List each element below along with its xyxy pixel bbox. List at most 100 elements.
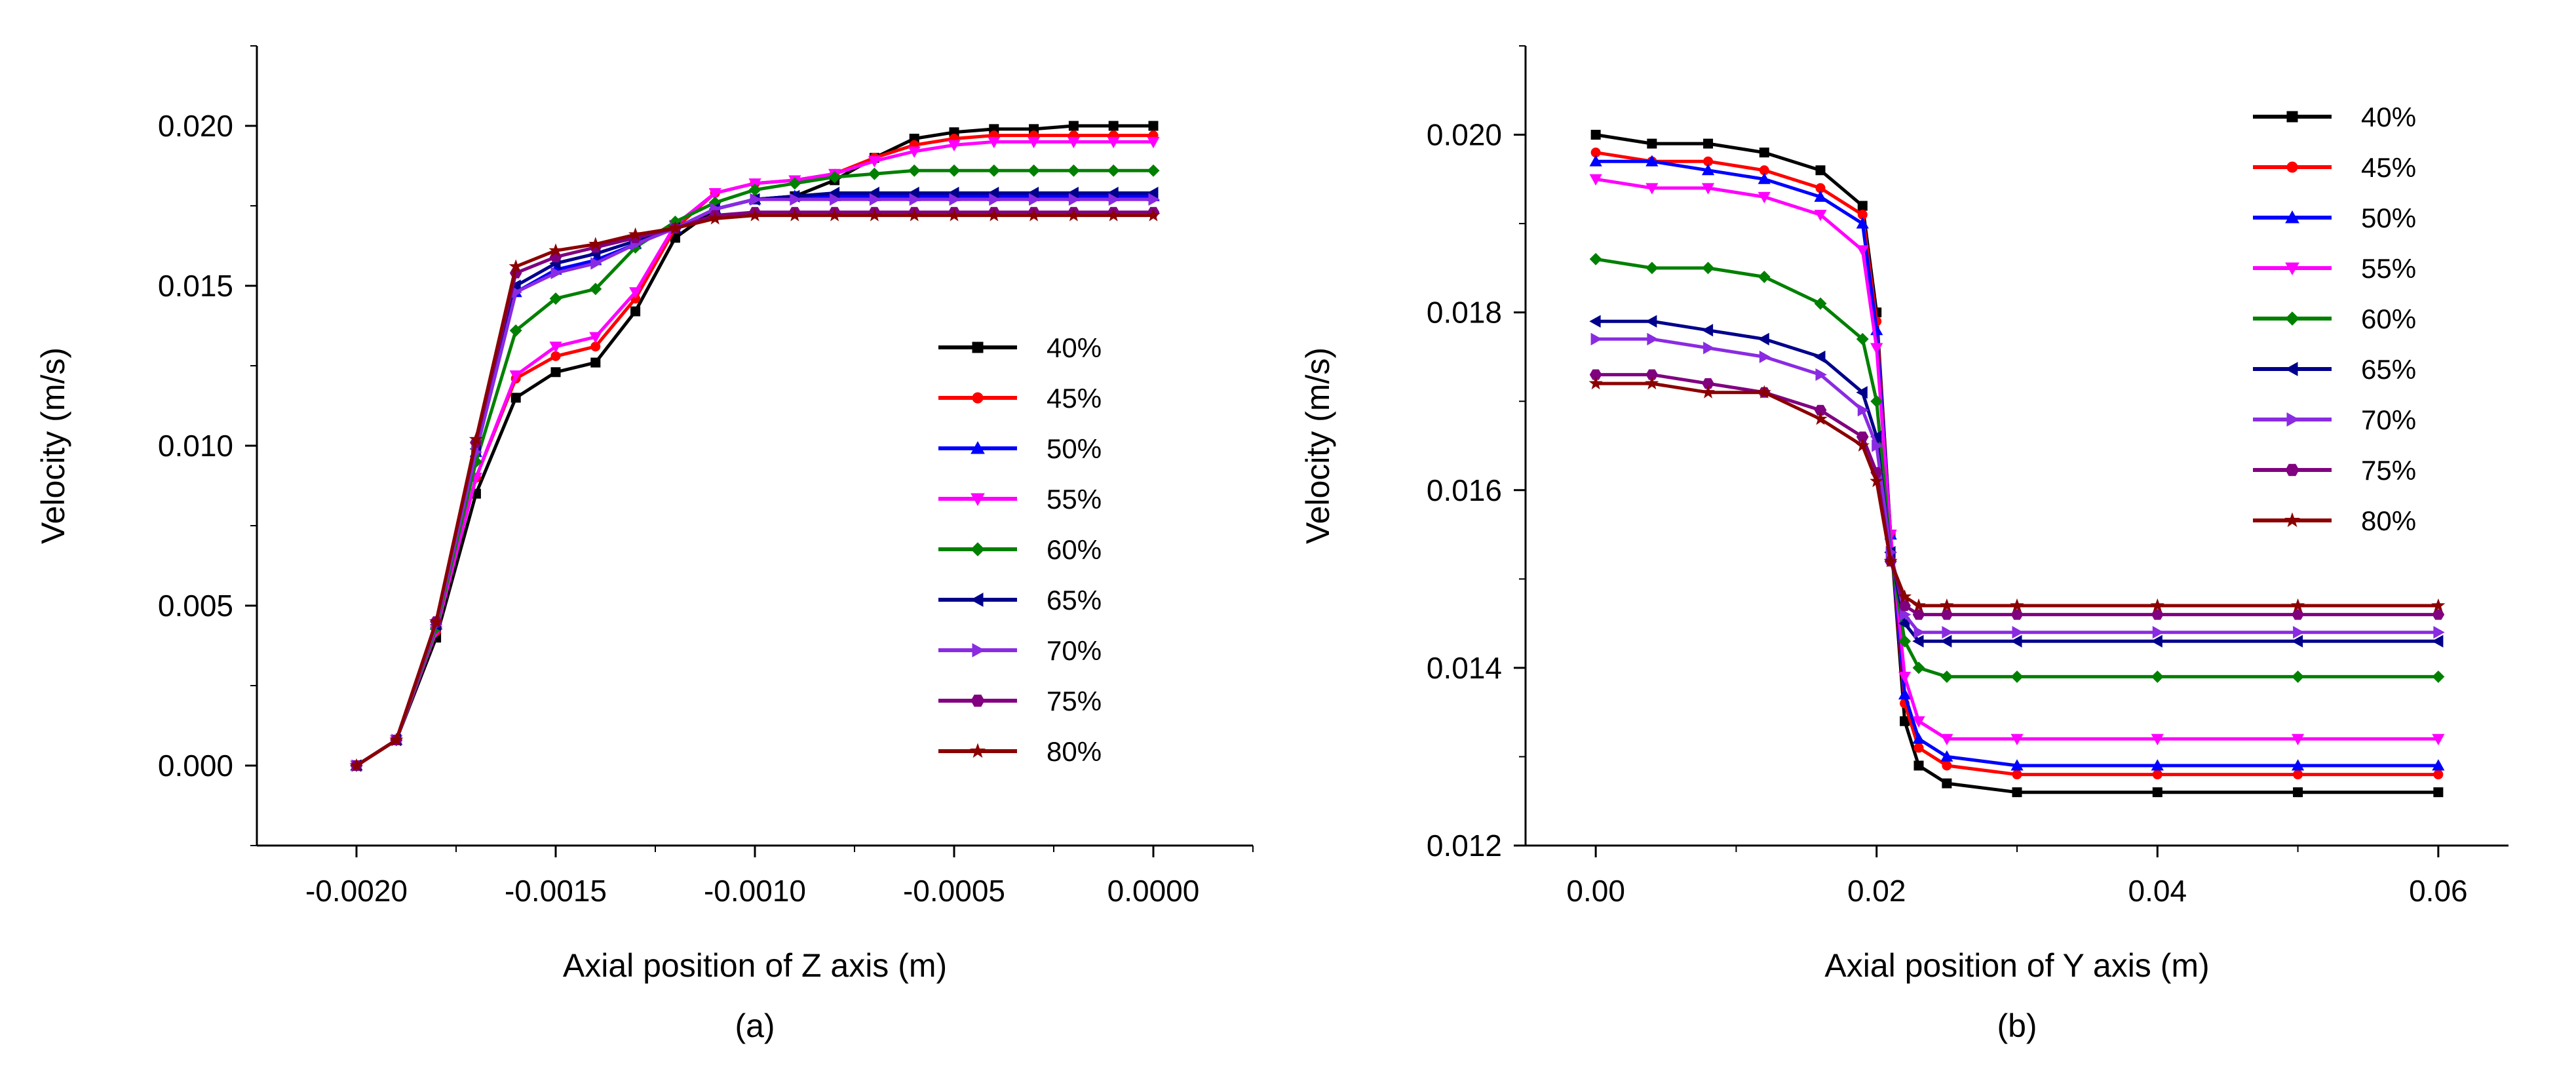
data-point (2291, 634, 2303, 648)
x-tick-label: -0.0005 (903, 874, 1005, 908)
data-point (1857, 201, 1868, 211)
data-point (1856, 386, 1868, 399)
legend-label: 65% (2361, 354, 2416, 385)
x-axis-label: Axial position of Z axis (m) (563, 947, 947, 984)
legend-label: 40% (1047, 332, 1102, 363)
legend-marker (972, 392, 984, 404)
data-point (1645, 155, 1659, 166)
x-tick-label: 0.0000 (1107, 874, 1200, 908)
legend-label: 60% (2361, 303, 2416, 334)
data-point (2292, 670, 2305, 683)
data-point (1146, 208, 1161, 222)
data-point (908, 146, 921, 158)
data-point (1814, 297, 1827, 310)
legend-item: 65% (938, 585, 1102, 615)
data-point (708, 211, 722, 225)
y-tick-label: 0.015 (158, 269, 233, 303)
data-point (589, 283, 602, 296)
data-point (1855, 438, 1870, 452)
y-tick-label: 0.014 (1427, 651, 1502, 685)
data-point (830, 193, 841, 206)
data-point (1589, 315, 1601, 328)
y-tick-label: 0.012 (1427, 829, 1502, 863)
legend: 40% 45% 50% 55% 60% 65% 70% 75% 80% (2253, 102, 2416, 536)
legend-item: 65% (2253, 354, 2416, 385)
data-point (1647, 332, 1659, 345)
data-point (1106, 208, 1121, 222)
data-point (1647, 138, 1657, 149)
data-point (1645, 315, 1657, 328)
data-point (1701, 183, 1715, 195)
data-point (1913, 743, 1924, 753)
legend-label: 50% (1047, 433, 1102, 464)
data-point (1900, 608, 1912, 621)
data-point (590, 357, 601, 368)
legend-label: 45% (1047, 383, 1102, 414)
legend-item: 75% (938, 686, 1102, 716)
data-point (1589, 252, 1602, 265)
data-point (2012, 787, 2022, 798)
data-point (788, 177, 801, 190)
data-point (1758, 172, 1771, 184)
legend-marker (972, 341, 984, 353)
legend-marker (2286, 412, 2300, 427)
panel-label: (b) (1997, 1007, 2037, 1044)
data-point (1108, 121, 1119, 131)
data-point (948, 164, 961, 177)
data-point (748, 208, 762, 222)
data-point (1147, 136, 1160, 149)
data-point (1897, 589, 1912, 603)
data-point (987, 208, 1001, 222)
legend-label: 50% (2361, 203, 2416, 233)
data-point (1940, 670, 1953, 683)
data-point (1814, 350, 1826, 364)
data-point (1068, 121, 1079, 131)
series-80pct (349, 208, 1161, 772)
legend-marker (2285, 262, 2299, 276)
data-point (750, 193, 761, 206)
data-point (988, 164, 1001, 177)
data-point (2432, 759, 2445, 771)
legend-label: 70% (1047, 635, 1102, 666)
data-point (668, 221, 683, 235)
data-point (1028, 164, 1041, 177)
legend-item: 70% (938, 635, 1102, 666)
x-axis-label: Axial position of Y axis (m) (1824, 947, 2209, 984)
data-point (1026, 208, 1041, 222)
data-point (988, 136, 1001, 149)
data-point (828, 170, 841, 184)
legend-marker (970, 593, 984, 607)
data-point (1066, 208, 1081, 222)
data-point (1701, 385, 1716, 399)
data-point (790, 193, 801, 206)
y-axis-label: Velocity (m/s) (1299, 347, 1336, 544)
legend-marker (2286, 161, 2298, 173)
y-tick-label: 0.020 (158, 109, 233, 143)
data-point (2432, 670, 2445, 683)
data-point (1590, 332, 1602, 345)
data-point (1758, 332, 1769, 345)
data-point (1758, 270, 1771, 283)
data-point (1703, 138, 1714, 149)
data-point (349, 758, 364, 772)
legend-label: 55% (2361, 253, 2416, 284)
data-point (1883, 554, 1898, 568)
data-point (549, 341, 562, 353)
legend-item: 55% (938, 484, 1102, 515)
data-point (509, 324, 522, 337)
data-point (1588, 376, 1603, 390)
data-point (1815, 368, 1827, 381)
chart-a: -0.0020 -0.0015 -0.0010 -0.0005 0.0000 0.000 0… (35, 45, 1254, 1044)
data-point (1645, 183, 1659, 195)
data-point (2290, 598, 2305, 612)
y-tick-label: 0.005 (158, 589, 233, 623)
data-point (1759, 350, 1771, 364)
legend-marker (971, 542, 985, 556)
data-point (1815, 165, 1826, 176)
data-point (2010, 634, 2022, 648)
data-point (1912, 732, 1925, 744)
data-point (2293, 626, 2305, 639)
data-point (867, 208, 882, 222)
data-point (1029, 193, 1041, 206)
